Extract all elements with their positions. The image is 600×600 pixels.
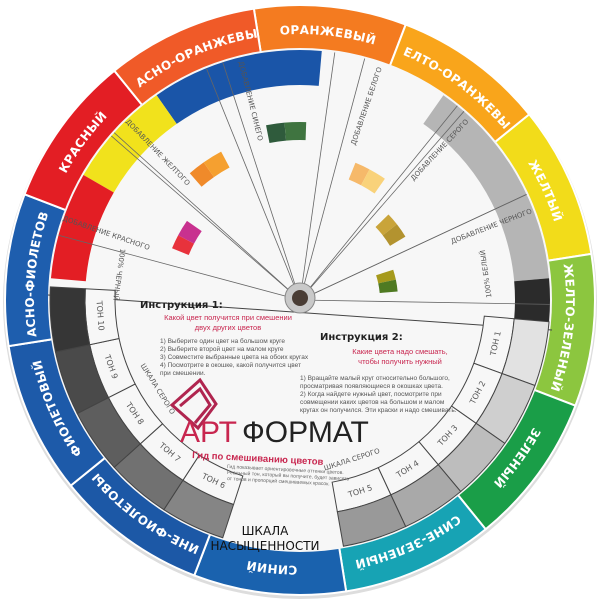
- instruction-1-step: 4) Посмотрите в окошке, какой получится …: [160, 361, 301, 369]
- color-chip: [382, 224, 406, 246]
- instruction-1: Инструкция 1: Какой цвет получится при с…: [140, 300, 309, 377]
- brand-name-a: АРТ: [180, 416, 237, 449]
- radial-line: [299, 111, 465, 301]
- yellow-window: [83, 95, 177, 193]
- instruction-2-title: Инструкция 2:: [320, 332, 403, 343]
- instruction-1-step: 3) Совместите выбранные цвета на обоих к…: [160, 353, 309, 361]
- instruction-1-step: при смешении.: [160, 370, 206, 377]
- instruction-1-subtitle: Какой цвет получится при смешении: [164, 313, 292, 322]
- radial-line: [113, 132, 301, 301]
- radial-line: [299, 105, 458, 301]
- radial-line: [299, 299, 550, 305]
- color-chip: [284, 122, 307, 141]
- color-chip: [203, 151, 230, 178]
- color-chip: [178, 220, 202, 244]
- instruction-2-subtitle: чтобы получить нужный: [358, 357, 442, 366]
- instruction-1-title: Инструкция 1:: [140, 300, 223, 311]
- color-chip: [348, 162, 370, 186]
- instruction-2-step: 1) Вращайте малый круг относительно боль…: [300, 374, 450, 382]
- color-chip: [189, 162, 214, 187]
- grey-window: [423, 95, 550, 282]
- color-chip: [361, 169, 385, 194]
- instruction-2-subtitle: Какие цвета надо смешать,: [352, 347, 447, 356]
- radial-line: [299, 52, 336, 301]
- radial-line: [299, 193, 527, 301]
- ring-segment-label: СИНИЙ: [245, 558, 297, 577]
- tone-label: ТОН 10: [94, 299, 105, 331]
- brand-logo: АРТ ФОРМАТ Гид по смешиванию цветов Гид …: [169, 377, 369, 487]
- color-chip: [375, 214, 397, 236]
- instruction-1-step: 2) Выберите второй цвет на малом круге: [160, 345, 284, 353]
- instruction-2: Инструкция 2: Какие цвета надо смешать, …: [300, 332, 457, 414]
- black-window: [514, 278, 550, 322]
- radial-line: [222, 62, 301, 301]
- instruction-2-step: совмещении каких цветов на большом и мал…: [300, 398, 445, 406]
- instruction-2-step: кругах он получился. Эти краски и надо с…: [300, 407, 457, 414]
- instruction-2-step: 2) Когда найдете нужный цвет, посмотрите…: [300, 390, 442, 398]
- radial-line: [299, 58, 366, 301]
- color-chip: [378, 279, 398, 294]
- radial-line: [205, 68, 301, 301]
- saturation-label: ШКАЛА: [242, 524, 290, 538]
- tone-swatch[interactable]: [49, 286, 91, 353]
- logo-mark: [169, 377, 218, 431]
- saturation-label: НАСЫЩЕННОСТИ: [210, 539, 319, 553]
- color-chip: [172, 235, 195, 256]
- brand-name-b: ФОРМАТ: [242, 416, 369, 449]
- radial-line: [111, 135, 301, 301]
- blue-window: [156, 50, 322, 124]
- color-chip: [376, 269, 396, 284]
- tone-swatch[interactable]: [336, 494, 407, 547]
- instruction-2-step: просматривая появляющиеся в окошках цвет…: [300, 383, 443, 390]
- instruction-1-step: 1) Выберите один цвет на большом круге: [160, 337, 285, 345]
- red-window: [50, 175, 114, 282]
- color-chip: [266, 122, 287, 143]
- center-rivet[interactable]: [284, 282, 316, 314]
- radial-line: [58, 234, 301, 301]
- instruction-1-subtitle: двух других цветов: [195, 323, 261, 332]
